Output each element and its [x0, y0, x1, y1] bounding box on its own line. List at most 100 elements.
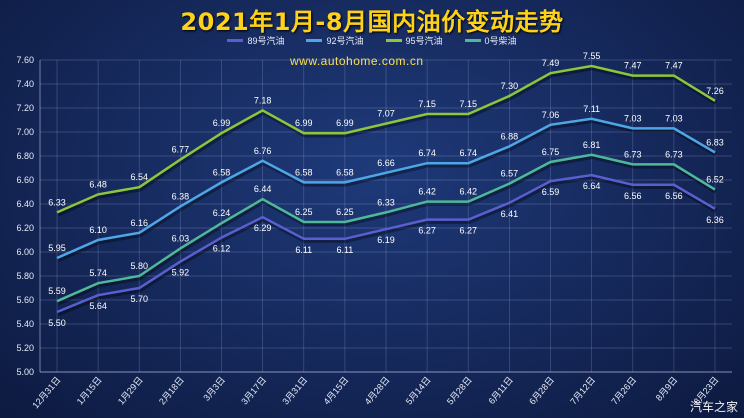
legend-swatch — [306, 39, 323, 42]
data-label: 5.80 — [130, 261, 148, 271]
data-label: 7.47 — [665, 61, 683, 71]
data-label: 7.30 — [501, 81, 519, 91]
data-label: 6.57 — [501, 169, 519, 179]
legend-item: 95号汽油 — [385, 34, 443, 47]
data-label: 5.74 — [89, 268, 107, 278]
x-tick-label: 6月28日 — [527, 375, 556, 407]
legend-label: 89号汽油 — [247, 36, 285, 46]
data-label: 7.07 — [377, 109, 395, 119]
y-tick-label: 7.40 — [16, 79, 34, 89]
data-label: 6.83 — [706, 137, 724, 147]
y-tick-label: 5.40 — [16, 319, 34, 329]
legend-item: 92号汽油 — [306, 34, 364, 47]
data-label: 6.29 — [254, 223, 272, 233]
data-label: 6.99 — [213, 118, 231, 128]
y-tick-label: 5.00 — [16, 367, 34, 377]
x-tick-label: 4月15日 — [322, 375, 351, 407]
x-tick-label: 4月28日 — [363, 375, 392, 407]
data-label: 6.27 — [418, 226, 436, 236]
data-label: 6.38 — [172, 191, 190, 201]
data-label: 6.59 — [542, 187, 560, 197]
data-label: 5.70 — [130, 294, 148, 304]
series-line-89 — [56, 173, 716, 314]
legend-swatch — [464, 39, 481, 42]
x-tick-label: 7月26日 — [609, 375, 638, 407]
data-label: 6.12 — [213, 244, 231, 254]
data-label: 6.54 — [130, 172, 148, 182]
y-tick-label: 6.60 — [16, 175, 34, 185]
data-label: 6.66 — [377, 158, 395, 168]
data-label: 6.75 — [542, 147, 560, 157]
y-tick-label: 7.00 — [16, 127, 34, 137]
series-line-92 — [56, 117, 716, 260]
data-label: 6.36 — [706, 215, 724, 225]
data-label: 7.15 — [459, 99, 477, 109]
data-label: 7.47 — [624, 61, 642, 71]
series-line-95 — [56, 64, 716, 214]
data-label: 5.92 — [172, 268, 190, 278]
data-label: 6.16 — [130, 218, 148, 228]
data-label: 6.99 — [295, 118, 313, 128]
data-label: 6.44 — [254, 184, 272, 194]
data-label: 6.41 — [501, 209, 519, 219]
x-tick-label: 6月11日 — [486, 375, 514, 406]
x-tick-label: 12月31日 — [30, 375, 62, 411]
legend-label: 95号汽油 — [405, 36, 443, 46]
x-tick-label: 7月12日 — [568, 375, 597, 407]
legend: 89号汽油 92号汽油 95号汽油 0号柴油 — [0, 34, 744, 47]
data-label: 7.06 — [542, 110, 560, 120]
data-label: 5.50 — [48, 318, 66, 328]
data-label: 5.64 — [89, 301, 107, 311]
y-tick-label: 5.20 — [16, 343, 34, 353]
data-label: 7.15 — [418, 99, 436, 109]
series-line-diesel — [56, 153, 716, 303]
data-label: 6.77 — [172, 145, 190, 155]
data-label: 7.03 — [665, 113, 683, 123]
data-label: 6.11 — [295, 245, 312, 255]
data-label: 6.10 — [89, 225, 107, 235]
y-tick-label: 5.80 — [16, 271, 34, 281]
legend-item: 0号柴油 — [464, 34, 517, 47]
legend-swatch — [385, 39, 402, 42]
data-label: 6.27 — [459, 226, 477, 236]
legend-label: 92号汽油 — [326, 36, 364, 46]
x-tick-label: 1月29日 — [116, 375, 145, 407]
data-label: 6.33 — [48, 197, 66, 207]
data-label: 7.49 — [542, 58, 560, 68]
data-label: 6.25 — [336, 207, 354, 217]
data-label: 6.58 — [336, 167, 354, 177]
data-label: 6.42 — [418, 187, 436, 197]
x-tick-label: 5月14日 — [404, 375, 433, 407]
data-label: 6.56 — [624, 191, 642, 201]
x-tick-label: 3月17日 — [239, 375, 268, 407]
data-label: 6.73 — [624, 149, 642, 159]
data-label: 6.76 — [254, 146, 272, 156]
data-label: 6.99 — [336, 118, 354, 128]
data-label: 6.52 — [706, 175, 724, 185]
data-label: 5.59 — [48, 286, 66, 296]
data-label: 6.88 — [501, 131, 519, 141]
data-label: 7.11 — [583, 104, 600, 114]
chart-title: 2021年1月-8月国内油价变动走势 — [180, 8, 564, 36]
data-label: 6.74 — [418, 148, 436, 158]
data-label: 6.58 — [213, 167, 231, 177]
y-tick-label: 7.20 — [16, 103, 34, 113]
data-label: 6.56 — [665, 191, 683, 201]
data-label: 6.73 — [665, 149, 683, 159]
data-label: 5.95 — [48, 243, 66, 253]
legend-label: 0号柴油 — [484, 36, 517, 46]
y-tick-label: 7.60 — [16, 55, 34, 65]
brand-watermark: 汽车之家 — [689, 400, 738, 414]
data-label: 7.03 — [624, 113, 642, 123]
x-tick-label: 1月15日 — [75, 375, 104, 407]
data-label: 6.19 — [377, 235, 395, 245]
data-label: 7.18 — [254, 95, 272, 105]
data-label: 6.33 — [377, 197, 395, 207]
data-label: 6.24 — [213, 208, 231, 218]
legend-item: 89号汽油 — [227, 34, 284, 47]
data-label: 6.74 — [459, 148, 477, 158]
data-label: 6.48 — [89, 179, 107, 189]
data-label: 7.26 — [706, 86, 724, 96]
data-label: 6.25 — [295, 207, 313, 217]
